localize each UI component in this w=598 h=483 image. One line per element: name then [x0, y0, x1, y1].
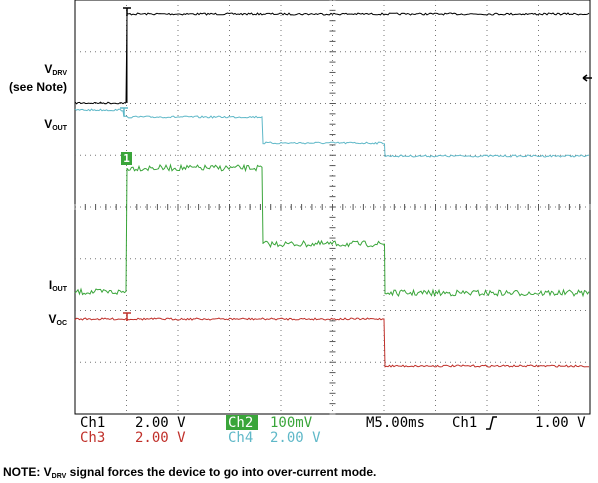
readout: Ch3 — [80, 430, 105, 446]
waveform — [74, 12, 590, 105]
label-sub: OUT — [52, 286, 68, 293]
voc-label: VOC — [48, 312, 67, 327]
readout: Ch2 — [228, 415, 253, 431]
note-sub: DRV — [52, 473, 67, 480]
readout: 2.00 V — [135, 415, 186, 431]
trigger-marker — [120, 107, 128, 116]
vout-label: VOUT — [44, 117, 68, 132]
waveform — [74, 163, 590, 298]
note-prefix: NOTE: V — [3, 465, 52, 479]
waveforms — [74, 7, 590, 368]
readout: 100mV — [270, 415, 313, 431]
readout: 2.00 V — [135, 430, 186, 446]
waveform — [74, 108, 590, 158]
grid — [74, 0, 591, 415]
note: NOTE: VDRV signal forces the device to g… — [3, 465, 376, 480]
iout-label: IOUT — [49, 278, 68, 293]
readout: 2.00 V — [270, 430, 321, 446]
ch2-marker: 1 — [123, 152, 130, 165]
readout: M5.00ms — [366, 415, 425, 431]
trigger-slope-icon — [486, 416, 497, 430]
label-main: I — [49, 278, 52, 292]
trigger-marker — [123, 7, 131, 16]
waveform — [74, 317, 589, 368]
readout: 1.00 V — [535, 415, 586, 431]
label-sub: DRV — [52, 70, 67, 77]
see-note-label: (see Note) — [9, 80, 67, 94]
trigger-level-arrow — [582, 74, 592, 82]
readout: Ch1 — [80, 415, 105, 431]
note-text: signal forces the device to go into over… — [66, 465, 376, 479]
label-sub: OC — [57, 320, 68, 327]
label-sub: OUT — [52, 125, 68, 132]
vdrv-label: VDRV — [44, 62, 67, 77]
readout: Ch4 — [228, 430, 253, 446]
label-main: V — [48, 312, 56, 326]
trigger-marker — [123, 312, 131, 321]
ch2-marker-box — [121, 152, 132, 165]
readout: Ch1 — [452, 415, 477, 431]
ch2-readout-box — [226, 415, 258, 430]
label-main: V — [44, 117, 52, 131]
label-main: V — [44, 62, 52, 76]
